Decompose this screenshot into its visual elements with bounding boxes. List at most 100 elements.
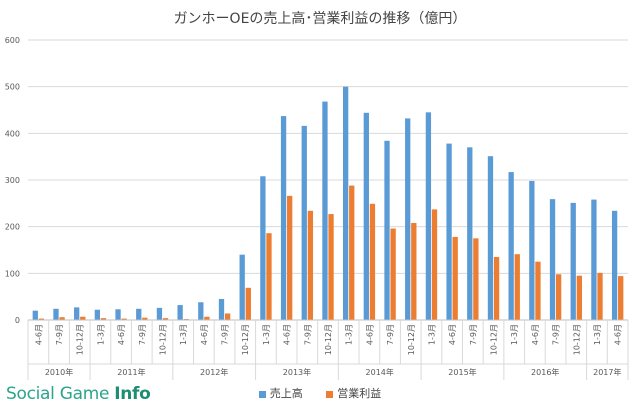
x-tick-label: 7-9月 [386, 324, 395, 345]
x-tick-label: 7-9月 [55, 324, 64, 345]
year-label: 2017年 [593, 367, 621, 377]
bar-revenue [549, 199, 556, 320]
year-label: 2010年 [45, 367, 73, 377]
bar-operating-profit [287, 195, 293, 320]
bar-revenue [53, 308, 59, 320]
bar-revenue [136, 308, 142, 320]
bar-revenue [363, 112, 369, 320]
bar-operating-profit [514, 254, 520, 320]
x-tick-label: 4-6月 [34, 324, 43, 345]
x-tick-label: 1-3月 [96, 324, 105, 345]
x-tick-label: 4-6月 [200, 324, 209, 345]
x-tick-label: 10-12月 [241, 324, 250, 355]
bar-operating-profit [369, 203, 376, 320]
bar-revenue [115, 309, 121, 320]
bar-revenue [74, 307, 80, 320]
bar-operating-profit [390, 228, 396, 320]
bar-operating-profit [162, 318, 169, 320]
legend-swatch-operating-profit [326, 390, 334, 398]
year-label: 2013年 [283, 367, 311, 377]
y-tick-label: 300 [5, 176, 20, 185]
x-tick-label: 1-3月 [262, 324, 271, 345]
bar-operating-profit [38, 318, 45, 320]
bar-revenue [591, 199, 597, 320]
bar-revenue [156, 307, 163, 320]
bar-operating-profit [224, 313, 231, 320]
x-tick-label: 10-12月 [324, 324, 333, 355]
bar-operating-profit [473, 238, 479, 320]
legend-label-operating-profit: 営業利益 [337, 387, 382, 400]
y-tick-label: 500 [5, 83, 20, 92]
y-tick-label: 0 [15, 316, 20, 325]
bar-operating-profit [245, 287, 251, 320]
bar-revenue [529, 180, 535, 320]
legend-swatch-revenue [258, 390, 266, 398]
watermark-logo: Social Game Info [6, 384, 151, 404]
bar-operating-profit [452, 236, 458, 320]
bar-operating-profit [411, 222, 417, 320]
bar-operating-profit [597, 272, 603, 320]
x-tick-label: 4-6月 [283, 324, 292, 345]
x-tick-label: 10-12月 [158, 324, 167, 355]
bar-revenue [301, 125, 307, 320]
bar-revenue [487, 156, 494, 320]
bar-revenue [280, 116, 287, 320]
bar-revenue [239, 254, 245, 320]
bar-revenue [198, 302, 204, 320]
x-tick-label: 7-9月 [221, 324, 230, 345]
bar-operating-profit [266, 233, 272, 320]
x-tick-label: 1-3月 [593, 324, 602, 345]
x-tick-label: 10-12月 [407, 324, 416, 355]
bar-revenue [32, 310, 38, 320]
y-tick-label: 200 [5, 223, 20, 232]
bar-operating-profit [555, 274, 562, 320]
bar-operating-profit [204, 316, 210, 320]
x-tick-label: 1-3月 [345, 324, 354, 345]
bar-revenue [177, 305, 183, 320]
legend-item-revenue: 売上高 [258, 385, 303, 401]
x-tick-label: 1-3月 [510, 324, 519, 345]
bar-operating-profit [576, 275, 582, 320]
bar-operating-profit [307, 210, 314, 320]
bar-operating-profit [59, 317, 65, 320]
bar-operating-profit [100, 318, 107, 320]
bar-operating-profit [328, 214, 334, 320]
bar-operating-profit [349, 185, 355, 320]
chart-title: ガンホーOEの売上高･営業利益の推移（億円） [173, 11, 467, 27]
bar-revenue [322, 101, 328, 320]
bar-revenue [384, 140, 390, 320]
watermark-text-bold: Info [114, 384, 151, 404]
bar-operating-profit [80, 316, 86, 320]
x-tick-label: 7-9月 [303, 324, 312, 345]
x-tick-label: 7-9月 [552, 324, 561, 345]
bar-revenue [260, 176, 266, 320]
watermark-text: Social Game [6, 384, 115, 404]
bar-revenue [425, 112, 432, 320]
bar-revenue [218, 299, 225, 320]
x-tick-label: 1-3月 [427, 324, 436, 345]
bar-operating-profit [535, 261, 541, 320]
bar-operating-profit [618, 276, 624, 320]
bar-revenue [405, 118, 411, 321]
year-label: 2015年 [448, 367, 476, 377]
y-tick-label: 400 [5, 129, 20, 138]
y-tick-label: 100 [5, 269, 20, 278]
bar-operating-profit [121, 318, 127, 320]
legend-label-revenue: 売上高 [269, 387, 303, 400]
x-tick-label: 10-12月 [490, 324, 499, 355]
year-label: 2016年 [531, 367, 559, 377]
bar-revenue [508, 172, 514, 320]
x-tick-label: 4-6月 [117, 324, 126, 345]
year-label: 2014年 [366, 367, 394, 377]
x-tick-label: 4-6月 [614, 324, 623, 345]
x-tick-label: 4-6月 [531, 324, 540, 345]
x-tick-label: 4-6月 [365, 324, 374, 345]
year-label: 2011年 [117, 367, 145, 377]
bar-revenue [94, 309, 101, 320]
year-label: 2012年 [200, 367, 228, 377]
bar-operating-profit [493, 257, 500, 320]
bar-revenue [570, 202, 576, 320]
legend-item-operating-profit: 営業利益 [326, 385, 381, 401]
x-tick-label: 7-9月 [138, 324, 147, 345]
